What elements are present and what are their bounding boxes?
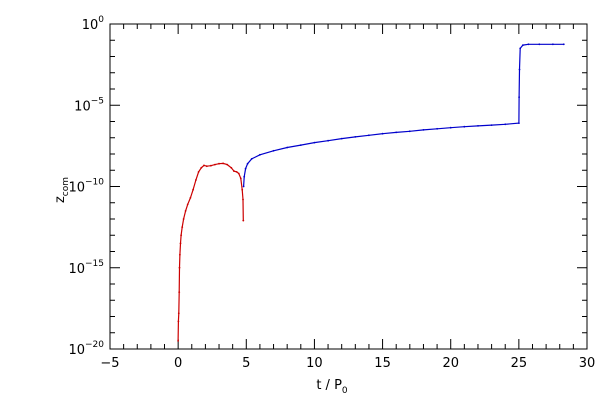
data-point: [243, 175, 246, 178]
data-point: [214, 163, 216, 166]
data-point: [463, 125, 466, 128]
data-point: [178, 291, 181, 293]
data-point: [182, 218, 185, 220]
x-axis-label-main: t / P: [316, 378, 342, 393]
data-point: [241, 188, 244, 191]
y-tick-label: 100: [82, 15, 105, 33]
x-tick-label: 25: [511, 356, 528, 371]
data-point: [242, 198, 244, 201]
data-point: [177, 312, 180, 315]
data-point: [250, 158, 253, 160]
data-point: [210, 164, 212, 167]
data-point: [477, 125, 479, 127]
data-point: [518, 122, 520, 124]
data-point: [286, 146, 289, 149]
data-point: [218, 162, 220, 165]
y-axis-label: zcom: [53, 177, 71, 203]
data-point: [368, 134, 370, 137]
data-point: [177, 340, 180, 342]
series-layer: [177, 43, 565, 342]
data-point: [518, 68, 521, 71]
data-point: [235, 171, 238, 173]
y-axis-ticks: 10−20 10−15 10−10 10−5 100: [68, 15, 587, 358]
data-point: [192, 188, 195, 191]
x-tick-label: 0: [174, 356, 182, 371]
data-point: [422, 129, 425, 131]
data-point: [340, 137, 343, 140]
x-tick-label: −5: [100, 356, 119, 371]
data-point: [230, 166, 233, 169]
data-point: [242, 219, 245, 222]
y-axis-label-subscript: com: [61, 177, 71, 196]
data-point: [226, 163, 229, 166]
data-point: [436, 127, 438, 130]
data-point: [179, 253, 181, 256]
x-axis-ticks: −5 0 5 10 15 20 25 30: [100, 24, 595, 371]
series-1-line: [177, 162, 244, 341]
data-point: [327, 139, 329, 142]
data-point: [200, 166, 203, 169]
data-point: [177, 320, 180, 323]
data-point: [205, 165, 208, 168]
data-point: [179, 242, 182, 245]
data-point: [299, 144, 302, 147]
y-tick-label: 10−20: [68, 340, 104, 358]
data-point: [354, 136, 357, 138]
x-tick-label: 20: [442, 356, 459, 371]
data-point: [197, 171, 200, 173]
data-point: [184, 210, 187, 212]
data-point: [180, 234, 183, 237]
data-point: [527, 43, 530, 46]
y-tick-label: 10−15: [68, 259, 104, 277]
data-point: [313, 141, 316, 144]
y-tick-label: 10−10: [68, 178, 104, 196]
data-point: [504, 123, 507, 126]
x-tick-label: 10: [306, 356, 323, 371]
x-tick-label: 5: [242, 356, 250, 371]
data-point: [203, 164, 205, 167]
data-point: [246, 162, 249, 165]
y-tick-label: 10−5: [74, 96, 104, 114]
data-point: [244, 167, 247, 170]
data-point: [233, 170, 235, 173]
data-point: [242, 185, 245, 188]
data-point: [178, 266, 181, 269]
x-axis-label: t / P0: [316, 378, 348, 396]
x-tick-label: 30: [579, 356, 596, 371]
data-point: [259, 153, 261, 156]
data-point: [408, 130, 411, 133]
data-point: [518, 96, 520, 98]
data-point: [272, 149, 275, 152]
data-point: [237, 172, 240, 175]
data-point: [552, 43, 554, 46]
data-point: [395, 131, 398, 134]
data-point: [222, 162, 225, 165]
data-point: [195, 179, 197, 181]
data-point: [239, 177, 242, 180]
data-point: [562, 43, 565, 46]
data-point: [186, 203, 189, 206]
data-point: [538, 43, 541, 46]
x-axis-label-subscript: 0: [342, 386, 348, 396]
data-point: [449, 126, 452, 129]
y-axis-label-main: z: [53, 196, 68, 203]
data-point: [519, 47, 522, 50]
data-point: [189, 197, 192, 199]
data-point: [522, 44, 524, 46]
series-2-line: [243, 43, 564, 187]
data-point: [381, 132, 384, 135]
plot-frame: [109, 23, 588, 350]
data-point: [490, 124, 493, 126]
data-point: [181, 226, 184, 229]
x-tick-label: 15: [374, 356, 391, 371]
